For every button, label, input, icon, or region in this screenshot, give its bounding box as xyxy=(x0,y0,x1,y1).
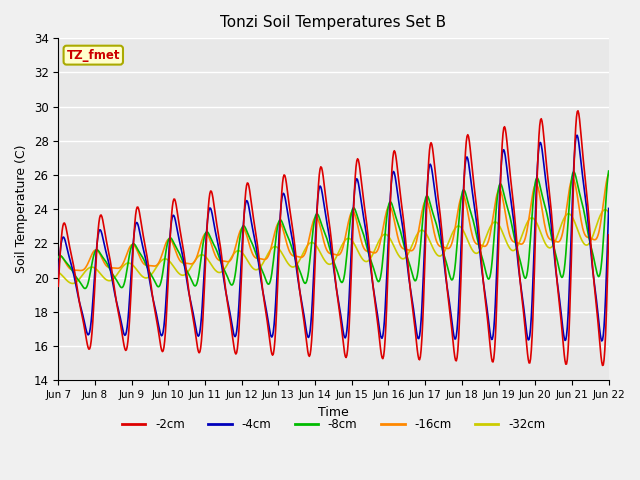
Title: Tonzi Soil Temperatures Set B: Tonzi Soil Temperatures Set B xyxy=(220,15,447,30)
Y-axis label: Soil Temperature (C): Soil Temperature (C) xyxy=(15,145,28,274)
Legend: -2cm, -4cm, -8cm, -16cm, -32cm: -2cm, -4cm, -8cm, -16cm, -32cm xyxy=(117,414,550,436)
Text: TZ_fmet: TZ_fmet xyxy=(67,48,120,61)
X-axis label: Time: Time xyxy=(318,406,349,419)
